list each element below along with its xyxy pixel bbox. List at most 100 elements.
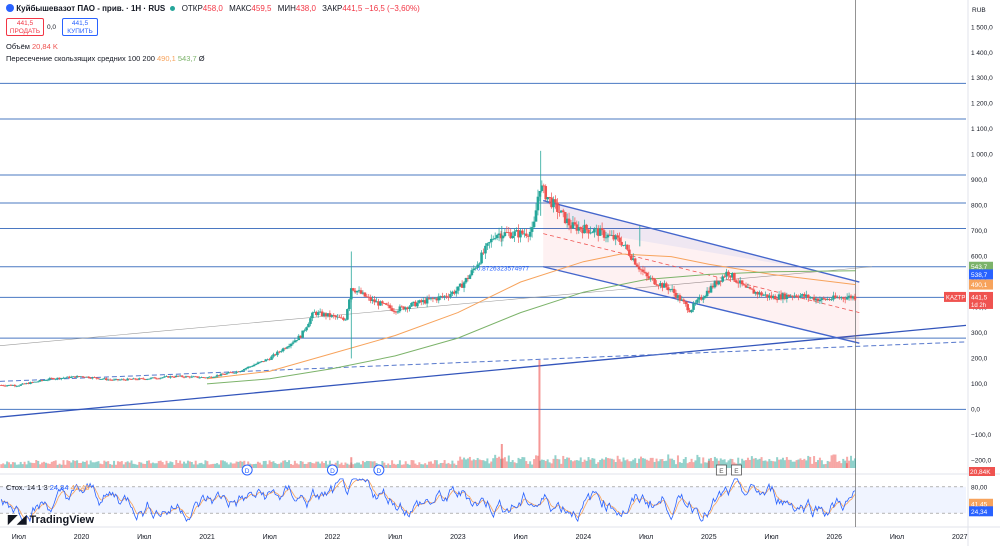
volume-spike-bar[interactable] bbox=[350, 457, 353, 468]
candle-body[interactable] bbox=[460, 283, 464, 288]
candle-body[interactable] bbox=[806, 294, 810, 298]
candle-body[interactable] bbox=[616, 235, 619, 238]
candle-body[interactable] bbox=[276, 351, 279, 356]
stoch-k-line[interactable] bbox=[0, 478, 856, 523]
candle-body[interactable] bbox=[118, 379, 122, 381]
candle-body[interactable] bbox=[812, 297, 816, 301]
candle-body[interactable] bbox=[318, 311, 322, 313]
candle-body[interactable] bbox=[791, 296, 794, 297]
candle-body[interactable] bbox=[511, 235, 514, 239]
candle-body[interactable] bbox=[40, 380, 44, 381]
candle-body[interactable] bbox=[250, 366, 254, 367]
buy-button[interactable]: 441,5 КУПИТЬ bbox=[62, 18, 98, 36]
candle-body[interactable] bbox=[386, 304, 390, 306]
candle-body[interactable] bbox=[752, 289, 756, 294]
candle-body[interactable] bbox=[297, 335, 301, 341]
candle-body[interactable] bbox=[657, 285, 660, 287]
candle-body[interactable] bbox=[686, 304, 689, 311]
candle-body[interactable] bbox=[132, 378, 135, 380]
candle-body[interactable] bbox=[167, 376, 170, 378]
candle-body[interactable] bbox=[410, 302, 413, 307]
candle-body[interactable] bbox=[281, 348, 285, 352]
candle-body[interactable] bbox=[552, 199, 555, 208]
candle-body[interactable] bbox=[626, 244, 629, 250]
candle-body[interactable] bbox=[295, 340, 299, 341]
candle-body[interactable] bbox=[701, 298, 705, 300]
candle-body[interactable] bbox=[52, 378, 56, 380]
candle-body[interactable] bbox=[474, 267, 478, 269]
candle-body[interactable] bbox=[808, 297, 812, 299]
candle-body[interactable] bbox=[703, 296, 707, 299]
candle-body[interactable] bbox=[497, 233, 501, 236]
candle-body[interactable] bbox=[664, 283, 668, 288]
candle-body[interactable] bbox=[610, 235, 614, 236]
candle-body[interactable] bbox=[419, 300, 423, 303]
candle-body[interactable] bbox=[528, 231, 532, 237]
candle-body[interactable] bbox=[330, 314, 334, 317]
candle-body[interactable] bbox=[91, 377, 94, 379]
candle-body[interactable] bbox=[114, 379, 118, 380]
candle-body[interactable] bbox=[161, 377, 164, 379]
candle-body[interactable] bbox=[509, 232, 513, 239]
candle-body[interactable] bbox=[408, 306, 411, 310]
candle-body[interactable] bbox=[663, 283, 666, 288]
candle-body[interactable] bbox=[721, 276, 724, 282]
candle-body[interactable] bbox=[445, 295, 448, 297]
candle-body[interactable] bbox=[762, 294, 765, 296]
candle-body[interactable] bbox=[287, 346, 291, 348]
candle-body[interactable] bbox=[235, 371, 238, 373]
candle-body[interactable] bbox=[316, 312, 320, 316]
candle-body[interactable] bbox=[143, 379, 147, 380]
candle-body[interactable] bbox=[398, 306, 402, 312]
earnings-marker[interactable] bbox=[731, 464, 742, 476]
candle-body[interactable] bbox=[178, 375, 182, 377]
candle-body[interactable] bbox=[293, 340, 297, 343]
candle-body[interactable] bbox=[567, 218, 571, 226]
candle-body[interactable] bbox=[1, 385, 5, 387]
candle-body[interactable] bbox=[614, 235, 618, 240]
candle-body[interactable] bbox=[60, 378, 63, 379]
dividend-marker[interactable] bbox=[373, 464, 385, 476]
candle-body[interactable] bbox=[44, 380, 48, 381]
candle-body[interactable] bbox=[771, 295, 775, 299]
candle-body[interactable] bbox=[736, 282, 740, 284]
candle-body[interactable] bbox=[392, 311, 396, 312]
candle-body[interactable] bbox=[431, 298, 435, 299]
candle-body[interactable] bbox=[766, 294, 769, 298]
candle-body[interactable] bbox=[9, 384, 13, 386]
candle-body[interactable] bbox=[659, 283, 662, 286]
candle-body[interactable] bbox=[313, 311, 316, 313]
candle-body[interactable] bbox=[719, 281, 723, 282]
candle-body[interactable] bbox=[215, 375, 219, 377]
candle-body[interactable] bbox=[48, 378, 52, 380]
candle-body[interactable] bbox=[54, 378, 58, 380]
candle-body[interactable] bbox=[793, 295, 796, 297]
candle-body[interactable] bbox=[383, 303, 386, 305]
candle-body[interactable] bbox=[322, 313, 326, 316]
candle-body[interactable] bbox=[151, 377, 155, 379]
candle-body[interactable] bbox=[604, 237, 608, 239]
candle-body[interactable] bbox=[301, 330, 304, 338]
candle-body[interactable] bbox=[484, 245, 487, 254]
candle-body[interactable] bbox=[637, 266, 641, 270]
candle-body[interactable] bbox=[104, 378, 108, 380]
candle-body[interactable] bbox=[342, 317, 345, 320]
dividend-marker[interactable] bbox=[326, 464, 338, 476]
candle-body[interactable] bbox=[365, 296, 369, 298]
symbol-title[interactable]: Куйбышевазот ПАО - прив. · 1Н · RUS bbox=[16, 4, 166, 13]
candle-body[interactable] bbox=[799, 295, 802, 298]
candle-body[interactable] bbox=[31, 382, 34, 383]
candle-body[interactable] bbox=[635, 264, 639, 267]
candle-body[interactable] bbox=[480, 252, 483, 264]
candle-body[interactable] bbox=[204, 377, 207, 379]
candle-body[interactable] bbox=[731, 272, 734, 278]
candle-body[interactable] bbox=[818, 299, 822, 302]
candle-body[interactable] bbox=[668, 289, 672, 291]
candle-body[interactable] bbox=[73, 376, 77, 378]
candle-body[interactable] bbox=[338, 316, 341, 318]
candle-body[interactable] bbox=[437, 296, 441, 301]
candle-body[interactable] bbox=[147, 378, 151, 380]
candle-body[interactable] bbox=[822, 298, 826, 299]
candle-body[interactable] bbox=[536, 196, 540, 211]
candle-body[interactable] bbox=[449, 294, 452, 297]
